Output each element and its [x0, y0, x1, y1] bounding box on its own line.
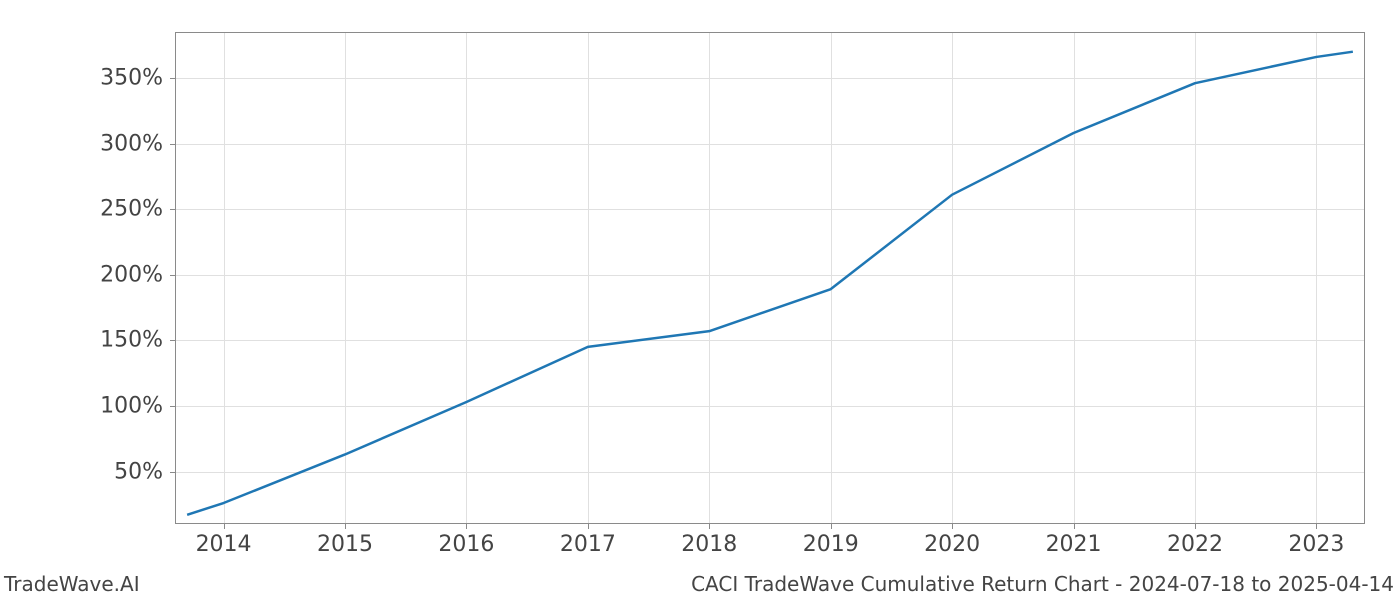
x-tick-mark	[831, 524, 832, 529]
x-tick-mark	[1074, 524, 1075, 529]
x-tick-mark	[345, 524, 346, 529]
y-tick-label: 250%	[100, 197, 163, 222]
x-tick-label: 2019	[803, 532, 859, 557]
x-tick-label: 2016	[438, 532, 494, 557]
x-tick-mark	[952, 524, 953, 529]
x-tick-mark	[1195, 524, 1196, 529]
x-tick-label: 2021	[1046, 532, 1102, 557]
y-tick-label: 200%	[100, 262, 163, 287]
x-tick-mark	[588, 524, 589, 529]
return-line	[187, 52, 1353, 515]
x-tick-label: 2017	[560, 532, 616, 557]
x-tick-label: 2020	[924, 532, 980, 557]
x-tick-label: 2014	[196, 532, 252, 557]
y-tick-label: 50%	[114, 459, 163, 484]
footer-right-text: CACI TradeWave Cumulative Return Chart -…	[691, 572, 1394, 596]
x-tick-label: 2018	[681, 532, 737, 557]
x-tick-mark	[224, 524, 225, 529]
y-tick-label: 350%	[100, 65, 163, 90]
chart-svg	[175, 32, 1365, 524]
x-tick-mark	[709, 524, 710, 529]
y-tick-label: 300%	[100, 131, 163, 156]
x-tick-label: 2023	[1288, 532, 1344, 557]
y-tick-label: 150%	[100, 328, 163, 353]
plot-area: 2014201520162017201820192020202120222023…	[175, 32, 1365, 524]
x-tick-label: 2022	[1167, 532, 1223, 557]
y-tick-label: 100%	[100, 393, 163, 418]
x-tick-mark	[1316, 524, 1317, 529]
x-tick-mark	[466, 524, 467, 529]
x-tick-label: 2015	[317, 532, 373, 557]
footer-left-text: TradeWave.AI	[4, 572, 140, 596]
chart-container: 2014 2015 2016 2017 2018 2019 2020 2021 2022 2023…	[0, 0, 1400, 600]
